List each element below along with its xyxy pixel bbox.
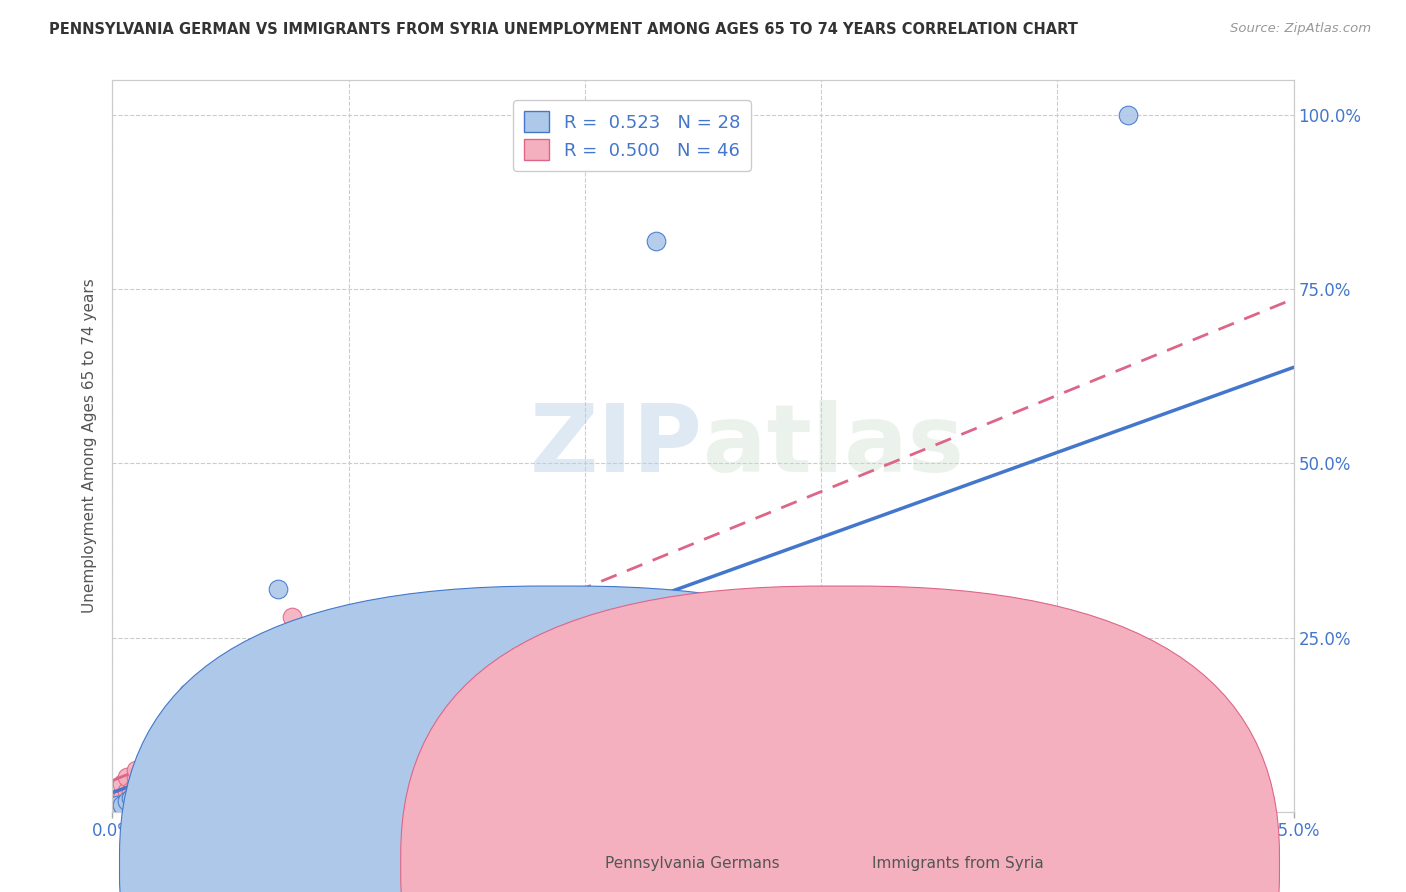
Point	[143, 794, 166, 808]
Point	[550, 700, 572, 714]
Point	[111, 797, 134, 812]
Point	[229, 721, 252, 735]
Text: Pennsylvania Germans: Pennsylvania Germans	[605, 856, 779, 871]
Point	[149, 784, 172, 798]
Point	[186, 679, 208, 693]
Point	[135, 777, 157, 791]
Point	[195, 735, 218, 749]
Point	[139, 787, 162, 801]
Point	[408, 638, 430, 652]
Point	[191, 686, 214, 700]
Point	[385, 728, 408, 742]
Point	[120, 797, 142, 812]
Point	[177, 686, 200, 700]
Text: ZIP: ZIP	[530, 400, 703, 492]
Point	[115, 790, 138, 805]
Text: Immigrants from Syria: Immigrants from Syria	[872, 856, 1043, 871]
Point	[153, 742, 176, 756]
Point	[115, 794, 138, 808]
Point	[219, 665, 242, 680]
Point	[574, 784, 596, 798]
Point	[267, 700, 290, 714]
Point	[129, 784, 152, 798]
Point	[762, 735, 785, 749]
Point	[394, 714, 416, 728]
Point	[195, 742, 218, 756]
Point	[149, 749, 172, 764]
Point	[205, 693, 228, 707]
Point	[834, 777, 856, 791]
Point	[120, 790, 142, 805]
Point	[928, 665, 950, 680]
Point	[385, 631, 408, 645]
Point	[267, 582, 290, 596]
Point	[167, 707, 190, 722]
Point	[361, 673, 384, 687]
Point	[209, 707, 232, 722]
Point	[111, 797, 134, 812]
Point	[157, 763, 180, 777]
Point	[111, 790, 134, 805]
Text: PENNSYLVANIA GERMAN VS IMMIGRANTS FROM SYRIA UNEMPLOYMENT AMONG AGES 65 TO 74 YE: PENNSYLVANIA GERMAN VS IMMIGRANTS FROM S…	[49, 22, 1078, 37]
Point	[120, 784, 142, 798]
Point	[181, 693, 204, 707]
Point	[135, 794, 157, 808]
Point	[129, 787, 152, 801]
Point	[163, 728, 186, 742]
Point	[139, 763, 162, 777]
Point	[120, 790, 142, 805]
Point	[125, 763, 148, 777]
Point	[361, 735, 384, 749]
Point	[105, 797, 128, 812]
Point	[143, 770, 166, 784]
Point	[1116, 108, 1139, 122]
Point	[115, 784, 138, 798]
Point	[105, 790, 128, 805]
Point	[644, 234, 666, 248]
Legend: R =  0.523   N = 28, R =  0.500   N = 46: R = 0.523 N = 28, R = 0.500 N = 46	[513, 100, 751, 171]
Point	[125, 770, 148, 784]
Point	[243, 679, 266, 693]
Point	[129, 790, 152, 805]
Point	[139, 756, 162, 770]
Point	[115, 770, 138, 784]
Text: atlas: atlas	[703, 400, 965, 492]
Point	[205, 735, 228, 749]
Text: Source: ZipAtlas.com: Source: ZipAtlas.com	[1230, 22, 1371, 36]
Point	[219, 714, 242, 728]
Point	[125, 790, 148, 805]
Point	[456, 665, 478, 680]
Point	[125, 777, 148, 791]
Point	[243, 693, 266, 707]
Point	[149, 756, 172, 770]
Point	[281, 609, 304, 624]
Y-axis label: Unemployment Among Ages 65 to 74 years: Unemployment Among Ages 65 to 74 years	[82, 278, 97, 614]
Point	[104, 797, 127, 812]
Point	[172, 749, 194, 764]
Point	[115, 797, 138, 812]
Point	[157, 735, 180, 749]
Point	[172, 700, 194, 714]
Point	[135, 784, 157, 798]
Point	[129, 770, 152, 784]
Point	[105, 797, 128, 812]
Point	[111, 777, 134, 791]
